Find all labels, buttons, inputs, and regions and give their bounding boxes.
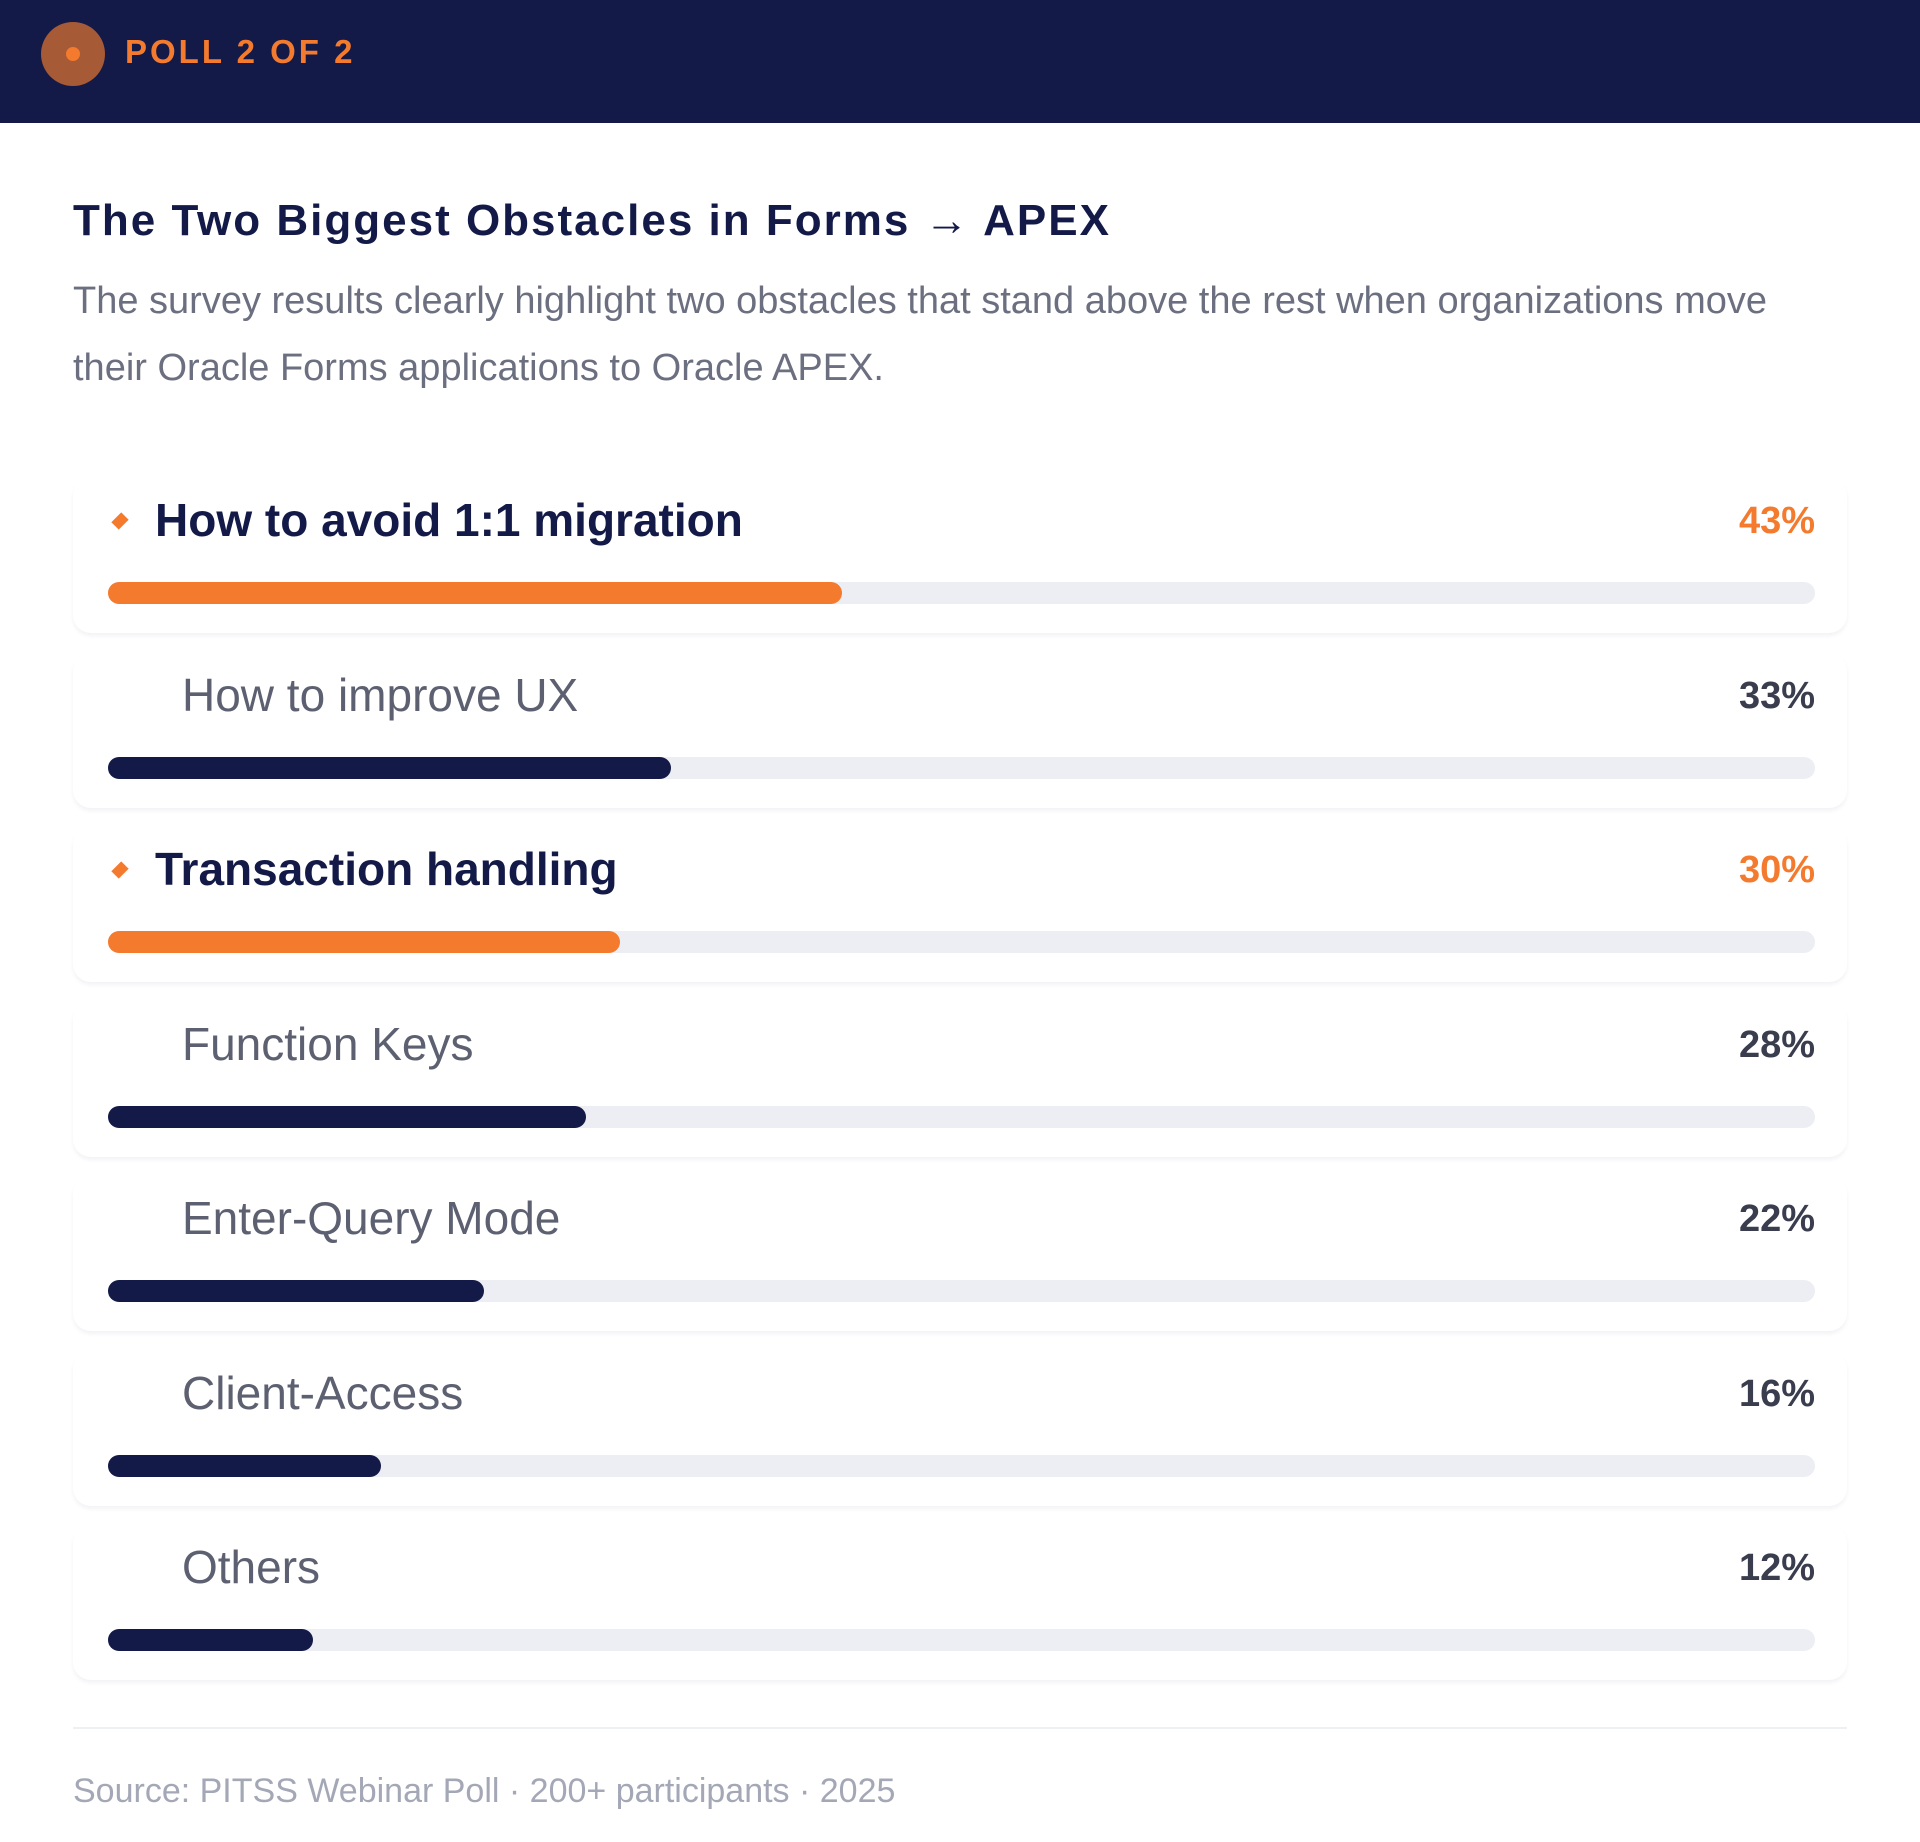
bar-fill xyxy=(108,1454,382,1477)
bar-label: Others xyxy=(182,1541,321,1593)
bar-track xyxy=(108,756,1815,779)
bar-value-label: 16% xyxy=(1738,1372,1815,1415)
bar-track xyxy=(108,582,1815,604)
poll-result-row: Client-Access 16% xyxy=(73,1351,1847,1506)
bar-fill xyxy=(108,582,842,604)
bar-value-label: 43% xyxy=(1738,500,1815,542)
bar-label: Enter-Query Mode xyxy=(182,1192,561,1244)
bar-label: How to avoid 1:1 migration xyxy=(155,494,743,546)
bar-value-label: 33% xyxy=(1738,674,1815,717)
bar-label: Transaction handling xyxy=(155,843,618,895)
source-note: Source: PITSS Webinar Poll · 200+ partic… xyxy=(73,1772,896,1810)
bar-value-label: 30% xyxy=(1738,849,1815,891)
chart-description: The survey results clearly highlight two… xyxy=(73,280,1768,389)
poll-label: POLL 2 OF 2 xyxy=(125,33,356,70)
bar-fill xyxy=(108,1629,313,1651)
footer-divider xyxy=(73,1727,1847,1729)
diamond-icon xyxy=(111,512,129,530)
bar-track xyxy=(108,1105,1815,1128)
bar-fill xyxy=(108,756,672,779)
poll-result-row: Transaction handling 30% xyxy=(73,827,1847,982)
poll-result-row: How to avoid 1:1 migration 43% xyxy=(73,478,1847,633)
poll-dot-icon xyxy=(41,22,105,86)
bar-label: How to improve UX xyxy=(182,668,579,721)
bar-fill xyxy=(108,1105,586,1128)
bar-track xyxy=(108,1629,1815,1651)
diamond-icon xyxy=(111,861,129,879)
bar-track xyxy=(108,1280,1815,1302)
poll-result-row: Others 12% xyxy=(73,1525,1847,1680)
bar-fill xyxy=(108,931,621,953)
poll-result-row: Enter-Query Mode 22% xyxy=(73,1176,1847,1331)
bar-fill xyxy=(108,1280,484,1302)
header-bar: POLL 2 OF 2 xyxy=(0,0,1920,123)
bar-value-label: 28% xyxy=(1738,1023,1815,1066)
chart-title: The Two Biggest Obstacles in Forms → APE… xyxy=(73,196,1111,245)
bar-track xyxy=(108,931,1815,953)
poll-result-row: How to improve UX 33% xyxy=(73,653,1847,808)
bar-value-label: 22% xyxy=(1738,1198,1815,1240)
poll-results-list: How to avoid 1:1 migration 43% How to impr… xyxy=(73,478,1847,1700)
bar-label: Function Keys xyxy=(182,1017,474,1070)
poll-result-row: Function Keys 28% xyxy=(73,1002,1847,1157)
bar-label: Client-Access xyxy=(182,1366,464,1419)
bar-value-label: 12% xyxy=(1738,1547,1815,1589)
bar-track xyxy=(108,1454,1815,1477)
